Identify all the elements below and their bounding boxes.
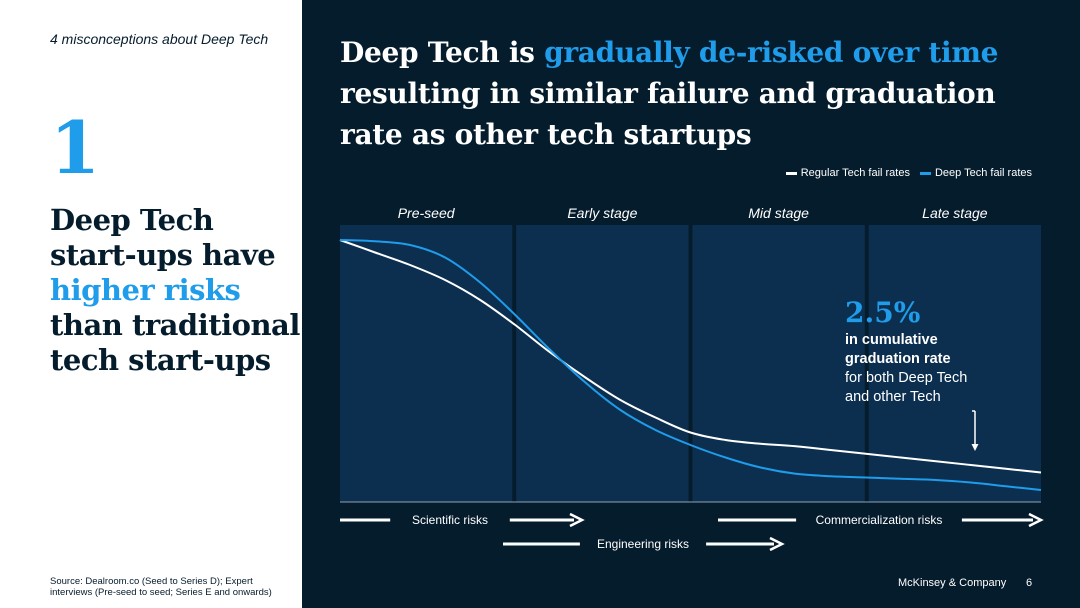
graduation-callout: 2.5% in cumulative graduation rate for b… [845, 295, 1025, 407]
footer-brand: McKinsey & Company [898, 577, 1007, 589]
callout-arrow-head [971, 444, 979, 451]
left-panel: 4 misconceptions about Deep Tech 1 Deep … [0, 0, 302, 608]
callout-value: 2.5% [845, 296, 921, 329]
misconception-number: 1 [50, 105, 101, 190]
title-highlight: gradually de-risked over time [544, 36, 999, 69]
stage-label-early-stage: Early stage [567, 205, 637, 221]
left-headline-highlight: higher risks [50, 273, 241, 307]
risk-arrow-head-commercialization-risks [1028, 512, 1044, 528]
callout-line-2: graduation rate [845, 351, 951, 367]
risk-label-commercialization-risks: Commercialization risks [816, 513, 943, 527]
series-line-deep-tech-fail-rates [339, 239, 1042, 491]
stage-label-mid-stage: Mid stage [748, 205, 809, 221]
source-note: Source: Dealroom.co (Seed to Series D); … [50, 576, 272, 598]
risk-label-scientific-risks: Scientific risks [412, 513, 488, 527]
callout-line-4: and other Tech [845, 389, 941, 405]
legend-label-deep: Deep Tech fail rates [934, 167, 1032, 179]
title-part-1: Deep Tech is [340, 36, 545, 69]
left-headline-part-3: than traditional tech start-ups [50, 308, 300, 377]
stage-band-pre-seed [340, 225, 513, 502]
series-line-regular-tech-fail-rates [339, 239, 1042, 474]
risk-arrow-head-scientific-risks [569, 512, 585, 528]
page-title: Deep Tech is gradually de-risked over ti… [340, 32, 1050, 155]
callout-line-1: in cumulative [845, 332, 938, 348]
legend-swatch-deep [919, 171, 931, 175]
stage-band-late-stage [868, 225, 1041, 502]
left-headline: Deep Tech start-ups have higher risks th… [50, 203, 300, 378]
stage-band-mid-stage [692, 225, 865, 502]
legend-item-regular: Regular Tech fail rates [785, 167, 910, 179]
callout-line-3: for both Deep Tech [845, 370, 968, 386]
legend-label-regular: Regular Tech fail rates [800, 167, 910, 179]
legend-swatch-regular [785, 171, 797, 175]
left-headline-part-1: Deep Tech start-ups have [50, 203, 276, 272]
title-part-3: resulting in similar failure and graduat… [340, 77, 996, 151]
chart-legend: Regular Tech fail rates Deep Tech fail r… [785, 167, 1032, 179]
risk-label-engineering-risks: Engineering risks [597, 537, 689, 551]
stage-band-early-stage [516, 225, 689, 502]
legend-item-deep: Deep Tech fail rates [919, 167, 1032, 179]
risk-arrow-head-engineering-risks [769, 536, 785, 552]
page-number: 6 [1026, 577, 1033, 589]
stage-label-late-stage: Late stage [922, 205, 988, 221]
stage-label-pre-seed: Pre-seed [398, 205, 456, 221]
series-label: 4 misconceptions about Deep Tech [50, 31, 269, 47]
